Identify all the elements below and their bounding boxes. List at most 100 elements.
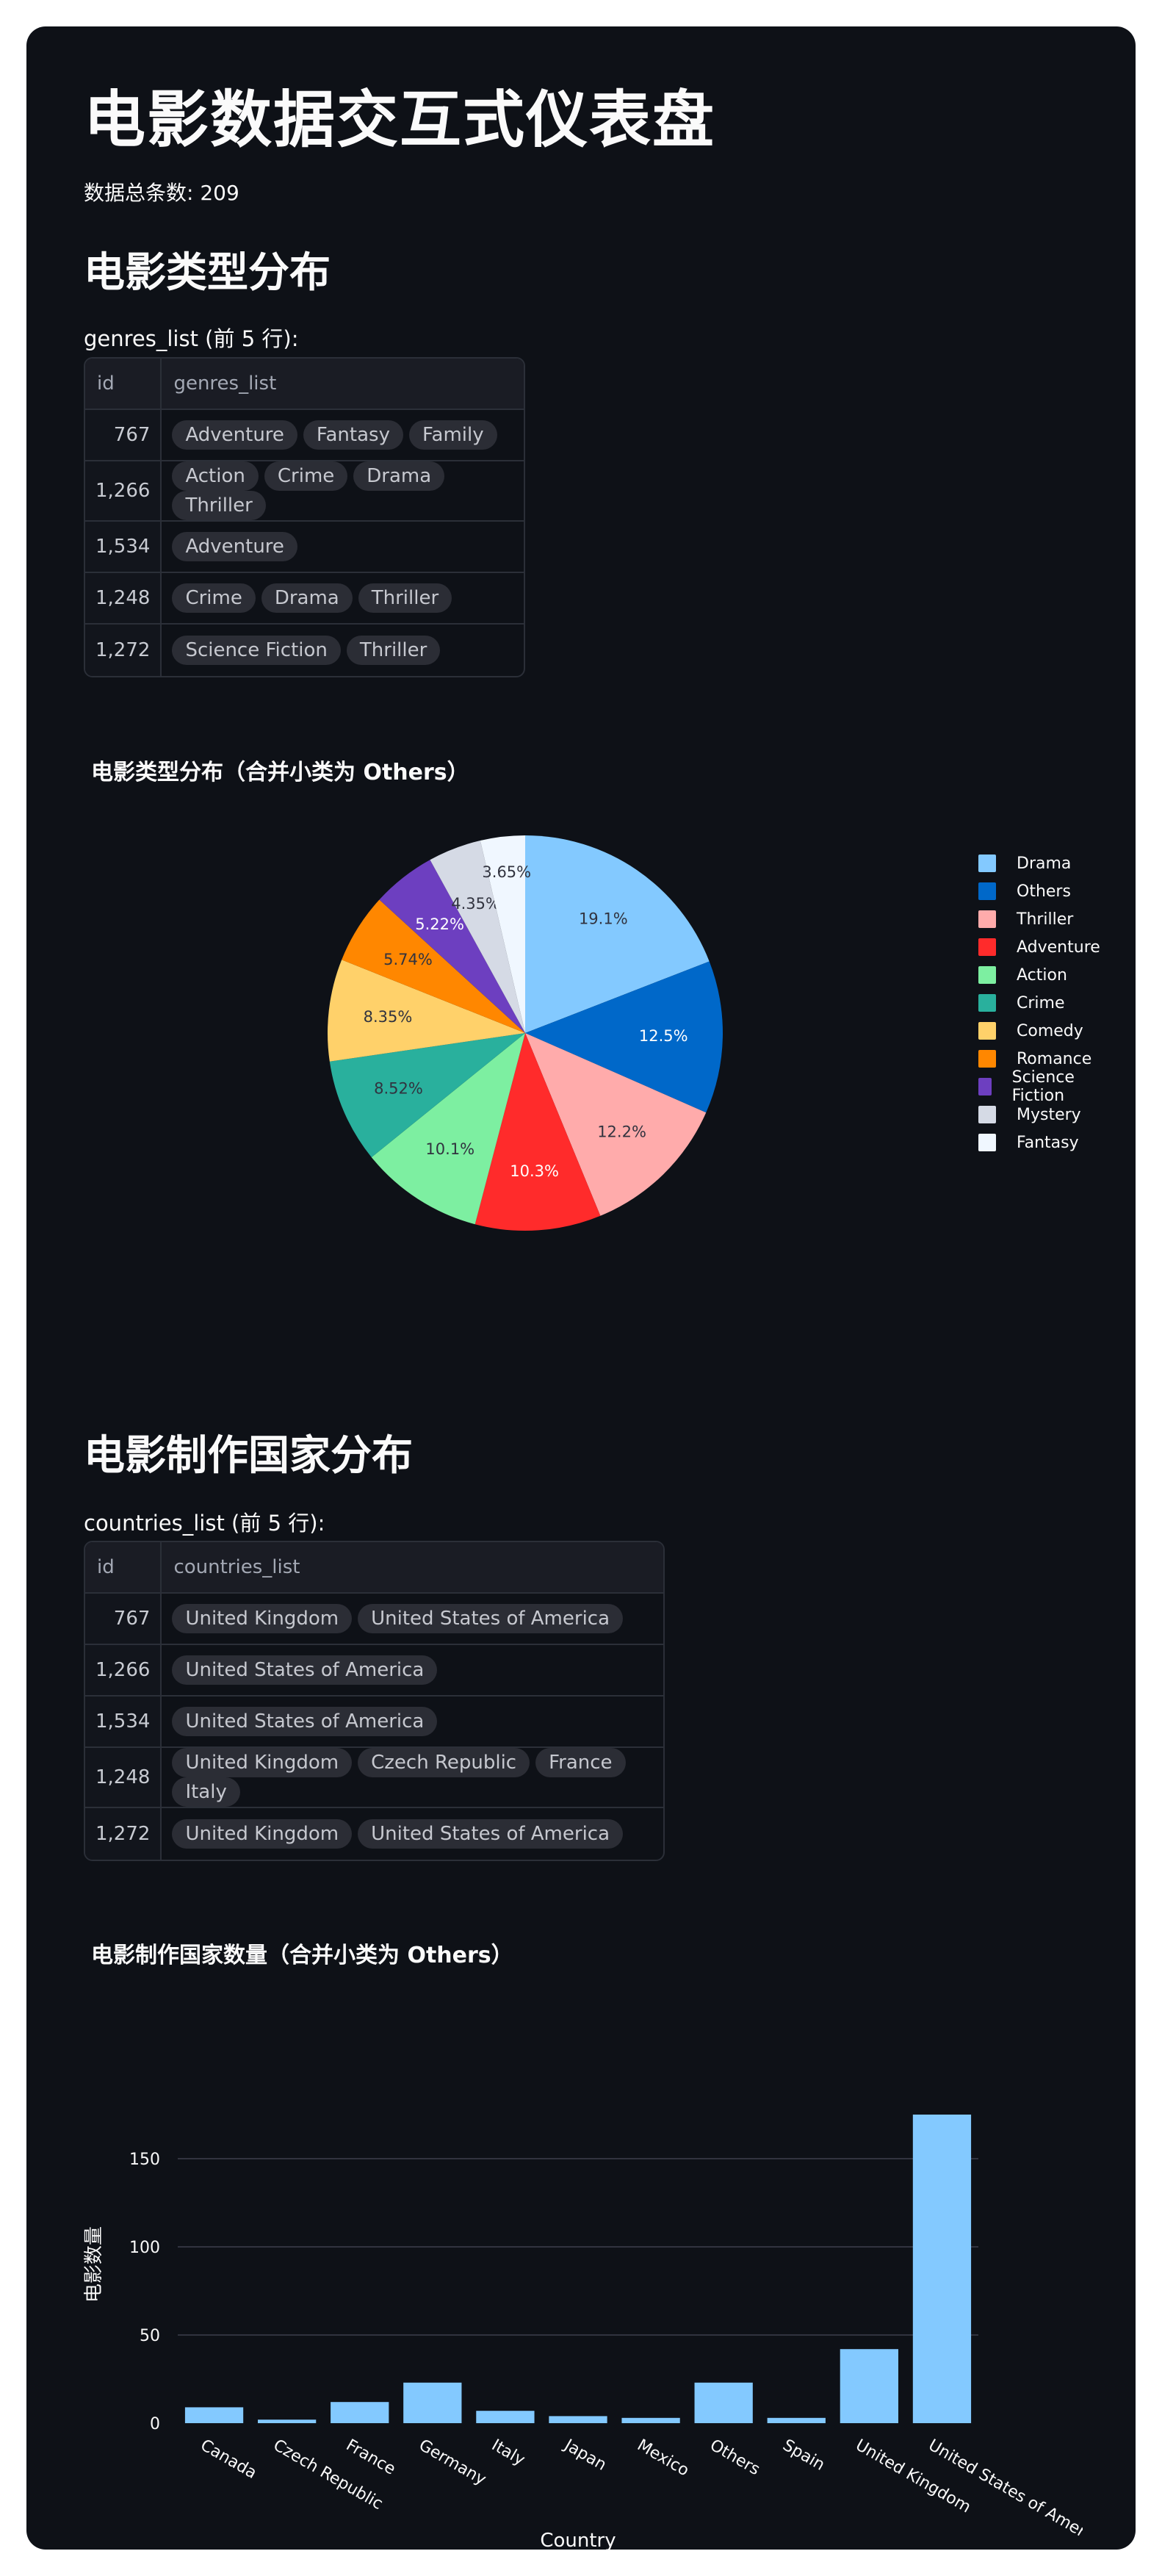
legend-item[interactable]: Fantasy bbox=[978, 1129, 1100, 1156]
genre-table-row[interactable]: 1,534 Adventure bbox=[85, 522, 524, 573]
bar-france[interactable] bbox=[331, 2402, 389, 2423]
pie-slice-crime[interactable] bbox=[329, 1033, 525, 1158]
pie-slice-action[interactable] bbox=[371, 1033, 525, 1225]
list-cell[interactable]: United Kingdom United States of America bbox=[162, 1808, 663, 1860]
country-table-row[interactable]: 767 United Kingdom United States of Americ… bbox=[85, 1594, 663, 1645]
bar-italy[interactable] bbox=[476, 2411, 535, 2423]
genre-table-row[interactable]: 1,266 Action Crime Drama Thriller bbox=[85, 461, 524, 522]
pie-slice-mystery[interactable] bbox=[430, 841, 525, 1033]
genre-table-row[interactable]: 1,248 Crime Drama Thriller bbox=[85, 573, 524, 625]
pie-slice-drama[interactable] bbox=[525, 835, 710, 1033]
legend-swatch bbox=[978, 855, 996, 872]
col-header-countries-list[interactable]: countries_list bbox=[162, 1542, 663, 1594]
row-id-cell[interactable]: 1,534 bbox=[85, 522, 162, 573]
y-tick-label: 50 bbox=[140, 2327, 160, 2345]
legend-item[interactable]: Others bbox=[978, 877, 1100, 905]
row-id-cell[interactable]: 1,272 bbox=[85, 625, 162, 676]
pie-slice-label: 10.3% bbox=[510, 1162, 559, 1180]
pie-legend[interactable]: Drama Others Thriller Adventure Action Crime C… bbox=[978, 849, 1100, 1156]
legend-item[interactable]: Mystery bbox=[978, 1101, 1100, 1129]
genre-table-row[interactable]: 767 Adventure Fantasy Family bbox=[85, 410, 524, 461]
pie-slice-label: 12.2% bbox=[597, 1123, 646, 1141]
row-id-cell[interactable]: 767 bbox=[85, 1594, 162, 1645]
list-cell[interactable]: Action Crime Drama Thriller bbox=[162, 461, 524, 522]
row-id-cell[interactable]: 767 bbox=[85, 410, 162, 461]
list-tag: Thriller bbox=[346, 636, 441, 665]
list-tag: Thriller bbox=[358, 583, 452, 613]
list-cell[interactable]: United States of America bbox=[162, 1645, 663, 1697]
country-table-row[interactable]: 1,248 United Kingdom Czech Republic France I… bbox=[85, 1748, 663, 1808]
legend-item[interactable]: Drama bbox=[978, 849, 1100, 877]
list-tag: United Kingdom bbox=[172, 1604, 353, 1633]
bar-japan[interactable] bbox=[549, 2416, 607, 2423]
country-table-row[interactable]: 1,272 United Kingdom United States of Amer… bbox=[85, 1808, 663, 1860]
bar-germany[interactable] bbox=[403, 2382, 462, 2423]
list-tag: Drama bbox=[261, 583, 353, 613]
legend-item[interactable]: Romance bbox=[978, 1045, 1100, 1073]
col-header-id[interactable]: id bbox=[85, 359, 162, 410]
genre-pie-chart[interactable]: 19.1% 12.5% 12.2% 10.3% 10.1% 8.52% 8.35% 5.74%… bbox=[84, 798, 1083, 1298]
legend-label: Romance bbox=[1017, 1049, 1092, 1068]
y-tick-label: 150 bbox=[129, 2151, 160, 2169]
page-title: 电影数据交互式仪表盘 bbox=[84, 84, 716, 156]
genres-caption: genres_list (前 5 行): bbox=[84, 326, 299, 351]
genres-dataframe[interactable]: id genres_list 767 Adventure Fantasy Family… bbox=[84, 357, 525, 677]
row-id-cell[interactable]: 1,534 bbox=[85, 1697, 162, 1748]
pie-slice-label: 5.22% bbox=[415, 915, 464, 933]
pie-slice-science-fiction[interactable] bbox=[379, 860, 525, 1033]
legend-item[interactable]: Adventure bbox=[978, 933, 1100, 961]
x-tick-label: Spain bbox=[779, 2436, 828, 2475]
col-header-id[interactable]: id bbox=[85, 1542, 162, 1594]
bar-mexico[interactable] bbox=[621, 2417, 680, 2423]
legend-item[interactable]: Comedy bbox=[978, 1017, 1100, 1045]
row-id-cell[interactable]: 1,248 bbox=[85, 1748, 162, 1808]
pie-slice-fantasy[interactable] bbox=[480, 835, 525, 1033]
bar-czech-republic[interactable] bbox=[258, 2420, 317, 2423]
bar-spain[interactable] bbox=[767, 2417, 826, 2423]
list-cell[interactable]: United States of America bbox=[162, 1697, 663, 1748]
list-cell[interactable]: Crime Drama Thriller bbox=[162, 573, 524, 625]
countries-heading: 电影制作国家分布 bbox=[84, 1432, 413, 1480]
pie-slice-romance[interactable] bbox=[342, 899, 525, 1033]
row-id-cell[interactable]: 1,266 bbox=[85, 1645, 162, 1697]
list-cell[interactable]: Adventure Fantasy Family bbox=[162, 410, 524, 461]
col-header-genres-list[interactable]: genres_list bbox=[162, 359, 524, 410]
bar-united-states-of-america[interactable] bbox=[912, 2115, 972, 2423]
pie-slice-others[interactable] bbox=[525, 961, 723, 1113]
country-table-row[interactable]: 1,534 United States of America bbox=[85, 1697, 663, 1748]
genre-table-row[interactable]: 1,272 Science Fiction Thriller bbox=[85, 625, 524, 676]
total-count: 数据总条数: 209 bbox=[84, 181, 239, 205]
list-cell[interactable]: United Kingdom Czech Republic France Italy bbox=[162, 1748, 663, 1808]
bar-united-kingdom[interactable] bbox=[840, 2349, 898, 2423]
list-tag: United Kingdom bbox=[172, 1819, 353, 1849]
pie-slice-label: 5.74% bbox=[383, 951, 433, 968]
bar-canada[interactable] bbox=[184, 2407, 244, 2423]
countries-dataframe[interactable]: id countries_list 767 United Kingdom Unite… bbox=[84, 1541, 665, 1861]
pie-slice-comedy[interactable] bbox=[328, 960, 525, 1062]
list-cell[interactable]: Adventure bbox=[162, 522, 524, 573]
list-tag: Crime bbox=[172, 583, 256, 613]
legend-item[interactable]: Action bbox=[978, 961, 1100, 989]
legend-item[interactable]: Thriller bbox=[978, 905, 1100, 933]
pie-slice-label: 12.5% bbox=[639, 1027, 688, 1045]
x-tick-label: Others bbox=[707, 2436, 763, 2480]
country-table-row[interactable]: 1,266 United States of America bbox=[85, 1645, 663, 1697]
pie-slice-label: 3.65% bbox=[482, 863, 531, 881]
legend-swatch bbox=[978, 1106, 996, 1123]
y-axis-label: 电影数量 bbox=[84, 2226, 105, 2303]
list-cell[interactable]: Science Fiction Thriller bbox=[162, 625, 524, 676]
legend-item[interactable]: Science Fiction bbox=[978, 1068, 1100, 1105]
legend-item[interactable]: Crime bbox=[978, 989, 1100, 1017]
bar-others[interactable] bbox=[694, 2382, 753, 2423]
pie-slice-label: 8.35% bbox=[364, 1008, 413, 1026]
row-id-cell[interactable]: 1,272 bbox=[85, 1808, 162, 1860]
pie-slice-adventure[interactable] bbox=[474, 1033, 601, 1231]
pie-slice-thriller[interactable] bbox=[525, 1033, 707, 1216]
row-id-cell[interactable]: 1,248 bbox=[85, 573, 162, 625]
list-cell[interactable]: United Kingdom United States of America bbox=[162, 1594, 663, 1645]
legend-swatch bbox=[978, 1022, 996, 1040]
row-id-cell[interactable]: 1,266 bbox=[85, 461, 162, 522]
list-tag: United States of America bbox=[358, 1604, 624, 1633]
x-tick-label: Germany bbox=[416, 2436, 489, 2489]
